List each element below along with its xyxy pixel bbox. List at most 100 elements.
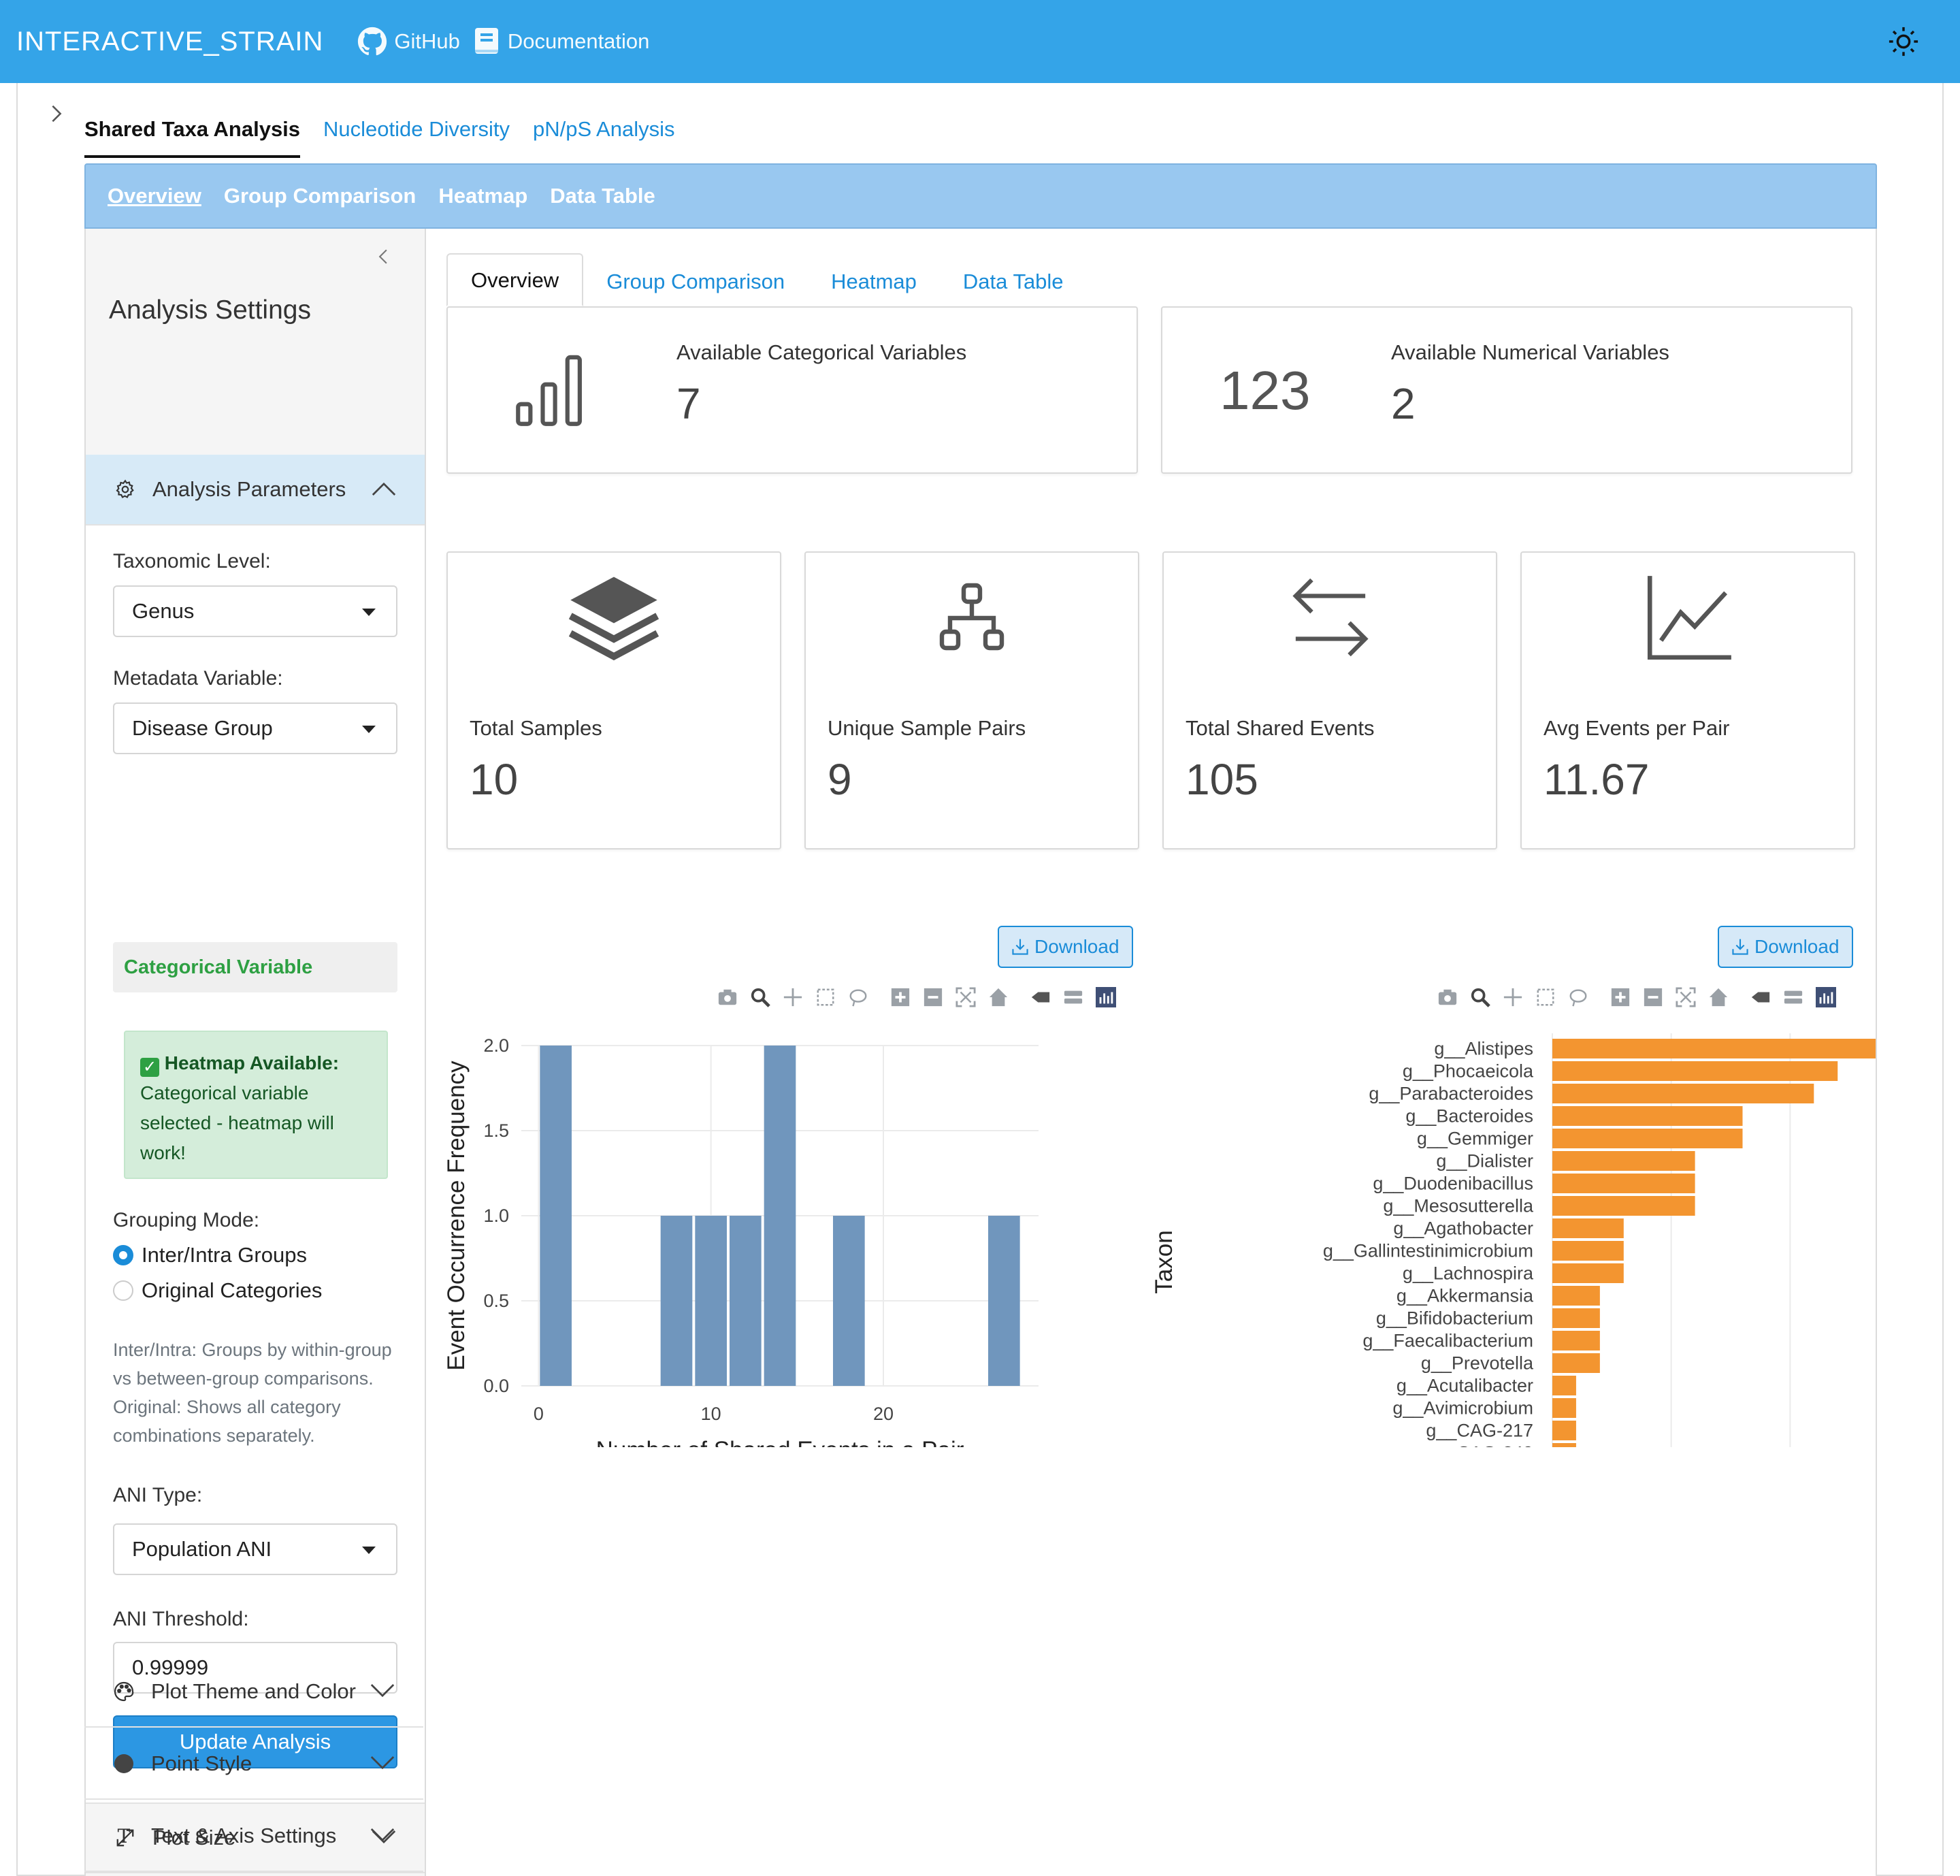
tab-pnps[interactable]: pN/pS Analysis bbox=[532, 117, 675, 141]
taxon-label: g__Phocaeicola bbox=[1403, 1061, 1534, 1082]
zoom-out-icon[interactable] bbox=[921, 986, 945, 1009]
home-icon[interactable] bbox=[1707, 986, 1730, 1009]
chevron-left-icon[interactable] bbox=[374, 246, 392, 270]
grouping-mode-label: Grouping Mode: bbox=[113, 1209, 260, 1231]
metadata-variable-label: Metadata Variable: bbox=[113, 667, 283, 690]
box-select-icon[interactable] bbox=[1534, 986, 1557, 1009]
sidebar: Analysis Settings Analysis Parameters Ta… bbox=[86, 229, 426, 1876]
metadata-variable-select[interactable]: Disease Group bbox=[113, 702, 397, 754]
content-tab-heatmap[interactable]: Heatmap bbox=[831, 270, 917, 293]
gear-icon bbox=[116, 479, 134, 498]
arrows-icon bbox=[1292, 578, 1369, 657]
camera-icon[interactable] bbox=[1436, 986, 1459, 1009]
taxonomic-level-label: Taxonomic Level: bbox=[113, 550, 271, 572]
content-tab-data-table[interactable]: Data Table bbox=[962, 270, 1064, 293]
accordion-point-style[interactable]: Point Style bbox=[84, 1729, 423, 1800]
taxon-bar bbox=[1552, 1263, 1624, 1283]
card-categorical-variables: Available Categorical Variables 7 bbox=[446, 306, 1138, 474]
pan-icon[interactable] bbox=[781, 986, 804, 1009]
theme-toggle[interactable] bbox=[1888, 26, 1919, 61]
numbers-icon: 123 bbox=[1220, 360, 1311, 421]
spike-icon[interactable] bbox=[1029, 986, 1052, 1009]
subnav-group-comparison[interactable]: Group Comparison bbox=[223, 184, 416, 208]
taxon-bar bbox=[1552, 1443, 1576, 1447]
zoom-icon[interactable] bbox=[1469, 986, 1492, 1009]
alert-text: Categorical variable selected - heatmap … bbox=[140, 1082, 334, 1163]
card-value: 7 bbox=[676, 379, 701, 428]
y-tick-label: 1.5 bbox=[483, 1120, 509, 1141]
update-analysis-button[interactable]: Update Analysis bbox=[113, 1715, 397, 1768]
taxon-bar bbox=[1552, 1286, 1600, 1306]
plotly-logo-icon[interactable] bbox=[1814, 986, 1838, 1009]
zoom-in-icon[interactable] bbox=[889, 986, 912, 1009]
brand[interactable]: INTERACTIVE_STRAIN bbox=[16, 26, 324, 56]
card-total-shared-events: Total Shared Events 105 bbox=[1162, 551, 1497, 850]
main-box: Analysis Settings Analysis Parameters Ta… bbox=[84, 229, 1877, 1876]
taxon-bar bbox=[1552, 1196, 1695, 1216]
taxon-label: g__Alistipes bbox=[1434, 1039, 1533, 1059]
zoom-icon[interactable] bbox=[749, 986, 772, 1009]
taxon-bar bbox=[1552, 1398, 1576, 1418]
plotly-logo-icon[interactable] bbox=[1094, 986, 1117, 1009]
radio-inter-intra[interactable]: Inter/Intra Groups bbox=[113, 1243, 307, 1267]
accordion-analysis-parameters[interactable]: Analysis Parameters bbox=[86, 455, 425, 525]
ani-type-select[interactable]: Population ANI bbox=[113, 1523, 397, 1575]
histogram-bar bbox=[988, 1216, 1020, 1386]
content-tab-overview[interactable]: Overview bbox=[446, 253, 584, 306]
heatmap-alert: ✓ Heatmap Available: Categorical variabl… bbox=[124, 1031, 388, 1179]
y-axis-title: Taxon bbox=[1151, 1230, 1177, 1293]
histogram-chart: 0.0 0.5 1.0 1.5 2.0 0 10 20 Number of Shared Eve… bbox=[443, 1035, 1039, 1447]
box-select-icon[interactable] bbox=[814, 986, 837, 1009]
download-button-taxa[interactable]: Download bbox=[1718, 926, 1853, 968]
plot-modebar-taxa bbox=[1436, 986, 1838, 1009]
spike-icon[interactable] bbox=[1749, 986, 1772, 1009]
camera-icon[interactable] bbox=[716, 986, 739, 1009]
radio-original[interactable]: Original Categories bbox=[113, 1278, 322, 1303]
x-tick-label: 20 bbox=[873, 1404, 894, 1424]
check-icon: ✓ bbox=[140, 1058, 159, 1077]
content-tab-group-comparison[interactable]: Group Comparison bbox=[606, 270, 785, 293]
zoom-in-icon[interactable] bbox=[1609, 986, 1632, 1009]
home-icon[interactable] bbox=[987, 986, 1010, 1009]
pan-icon[interactable] bbox=[1501, 986, 1524, 1009]
taxon-label: g__Dialister bbox=[1436, 1151, 1533, 1171]
autoscale-icon[interactable] bbox=[1674, 986, 1697, 1009]
sun-icon bbox=[1889, 27, 1918, 56]
bar-chart-icon bbox=[516, 355, 582, 426]
taxon-label: g__Avimicrobium bbox=[1392, 1398, 1533, 1419]
taxon-label: g__Akkermansia bbox=[1396, 1286, 1534, 1306]
taxonomic-level-select[interactable]: Genus bbox=[113, 585, 397, 637]
github-link[interactable]: GitHub bbox=[357, 27, 460, 56]
subnav-heatmap[interactable]: Heatmap bbox=[438, 184, 528, 208]
compare-icon[interactable] bbox=[1062, 986, 1085, 1009]
caret-down-icon bbox=[362, 726, 376, 733]
compare-icon[interactable] bbox=[1782, 986, 1805, 1009]
histogram-bar bbox=[833, 1216, 865, 1386]
card-avg-events: Avg Events per Pair 11.67 bbox=[1520, 551, 1855, 850]
documentation-link[interactable]: Documentation bbox=[474, 27, 649, 56]
lasso-icon[interactable] bbox=[1567, 986, 1590, 1009]
tab-shared-taxa[interactable]: Shared Taxa Analysis bbox=[84, 117, 301, 158]
taxonomic-level-value: Genus bbox=[132, 599, 195, 623]
y-tick-label: 1.0 bbox=[483, 1206, 509, 1226]
diagram-icon bbox=[939, 583, 1004, 651]
autoscale-icon[interactable] bbox=[954, 986, 977, 1009]
download-button-hist[interactable]: Download bbox=[998, 926, 1133, 968]
caret-down-icon bbox=[362, 609, 376, 616]
accordion-plot-size[interactable]: Plot Size bbox=[86, 1802, 425, 1873]
subnav-overview[interactable]: Overview bbox=[108, 184, 201, 208]
ani-type-value: Population ANI bbox=[132, 1537, 272, 1561]
download-label: Download bbox=[1034, 936, 1120, 957]
accordion-plot-theme[interactable]: Plot Theme and Color bbox=[84, 1657, 423, 1728]
zoom-out-icon[interactable] bbox=[1642, 986, 1665, 1009]
subnav-data-table[interactable]: Data Table bbox=[550, 184, 655, 208]
tab-nucleotide-diversity[interactable]: Nucleotide Diversity bbox=[323, 117, 510, 141]
ani-threshold-input[interactable]: 0.99999 bbox=[113, 1642, 397, 1694]
chevron-up-icon bbox=[372, 482, 396, 496]
lasso-icon[interactable] bbox=[847, 986, 870, 1009]
y-axis-title: Event Occurrence Frequency bbox=[443, 1061, 470, 1371]
card-numerical-variables: 123 Available Numerical Variables 2 bbox=[1161, 306, 1852, 474]
taxon-bar bbox=[1552, 1353, 1600, 1373]
accordion-text-axis[interactable]: T Text & Axis Settings bbox=[84, 1801, 423, 1872]
chevron-right-icon[interactable] bbox=[46, 103, 67, 127]
